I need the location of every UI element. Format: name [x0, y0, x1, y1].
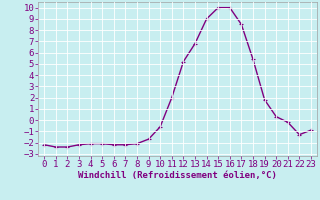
X-axis label: Windchill (Refroidissement éolien,°C): Windchill (Refroidissement éolien,°C): [78, 171, 277, 180]
